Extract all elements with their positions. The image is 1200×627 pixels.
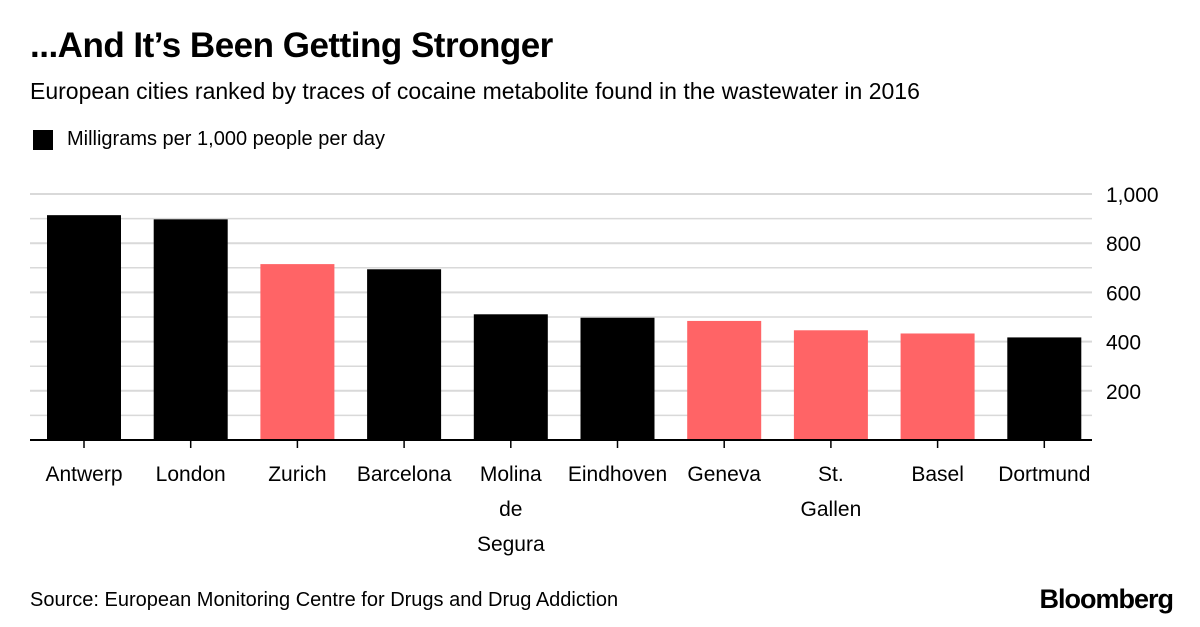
bar-london bbox=[153, 219, 228, 440]
bar-dortmund bbox=[1007, 337, 1082, 440]
x-tick-label: Eindhoven bbox=[568, 463, 667, 486]
y-tick-label: 600 bbox=[1106, 282, 1141, 305]
x-tick-label-line: St. bbox=[818, 463, 844, 486]
y-tick-label: 200 bbox=[1106, 381, 1141, 404]
x-tick-label-line: Dortmund bbox=[998, 463, 1090, 486]
y-tick-label: 800 bbox=[1106, 233, 1141, 256]
x-tick-label-line: Barcelona bbox=[357, 463, 452, 486]
x-tick-label-line: Gallen bbox=[801, 498, 862, 521]
bar-st-gallen bbox=[793, 330, 868, 440]
x-tick-label: Zurich bbox=[268, 463, 326, 486]
legend-swatch bbox=[33, 129, 53, 150]
x-tick-label: Geneva bbox=[687, 463, 761, 486]
bar-zurich bbox=[260, 264, 335, 440]
legend: Milligrams per 1,000 people per day bbox=[33, 128, 385, 151]
source-note: Source: European Monitoring Centre for D… bbox=[30, 589, 619, 611]
x-tick-label: Molina de Segura bbox=[477, 463, 545, 556]
x-tick-label-line: Eindhoven bbox=[568, 463, 667, 486]
x-tick-label: Antwerp bbox=[45, 463, 122, 486]
y-tick-label: 400 bbox=[1106, 332, 1141, 355]
x-tick-label: St. Gallen bbox=[801, 463, 862, 521]
bar-molina-de-segura bbox=[473, 314, 548, 440]
bar-geneva bbox=[687, 320, 762, 440]
x-tick-label-line: de bbox=[499, 498, 522, 521]
x-tick-labels: Antwerp London Zurich Barcelona Molina de Segu… bbox=[45, 463, 1090, 556]
bar-antwerp bbox=[47, 215, 121, 440]
x-tick-label: Dortmund bbox=[998, 463, 1090, 486]
bar-eindhoven bbox=[580, 317, 655, 440]
x-tick-label-line: Molina bbox=[480, 463, 542, 486]
bars bbox=[47, 215, 1082, 440]
x-axis bbox=[30, 439, 1092, 448]
chart-title: ...And It’s Been Getting Stronger bbox=[30, 26, 553, 65]
bloomberg-logo: Bloomberg bbox=[1039, 584, 1174, 614]
y-tick-label: 1,000 bbox=[1106, 184, 1159, 207]
x-tick-label: Basel bbox=[911, 463, 964, 486]
legend-label: Milligrams per 1,000 people per day bbox=[67, 128, 385, 150]
x-tick-label-line: Zurich bbox=[268, 463, 326, 486]
x-tick-label: Barcelona bbox=[357, 463, 452, 486]
x-tick-label-line: London bbox=[156, 463, 226, 486]
x-tick-label-line: Geneva bbox=[687, 463, 761, 486]
bar-barcelona bbox=[367, 269, 442, 440]
x-tick-label-line: Antwerp bbox=[45, 463, 122, 486]
y-tick-labels: 200 400 600 800 1,000 bbox=[1106, 184, 1159, 404]
x-tick-label-line: Segura bbox=[477, 533, 545, 556]
x-tick-label: London bbox=[156, 463, 226, 486]
x-tick-label-line: Basel bbox=[911, 463, 964, 486]
chart-subtitle: European cities ranked by traces of coca… bbox=[30, 78, 920, 104]
bar-chart: 200 400 600 800 1,000 Antwerp London Zurich Bar… bbox=[30, 184, 1159, 556]
bar-basel bbox=[900, 333, 975, 440]
